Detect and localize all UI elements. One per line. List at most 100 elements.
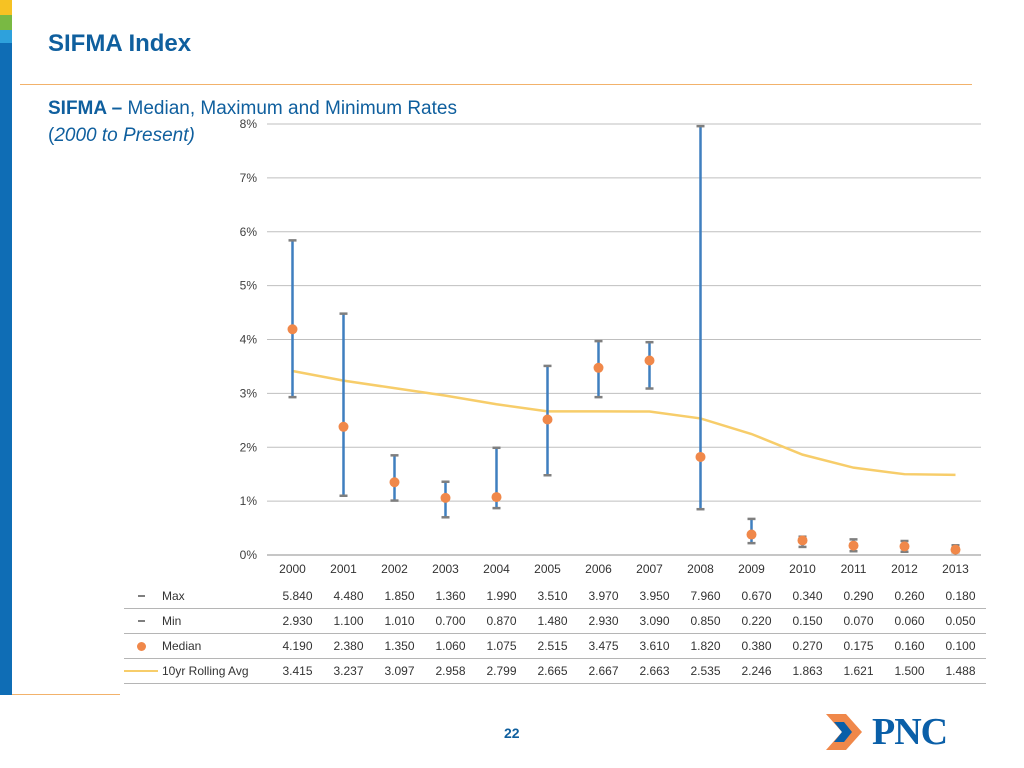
- pnc-logo-icon: [826, 714, 862, 750]
- table-cell: 2.665: [527, 658, 578, 684]
- footer-rule: [12, 694, 120, 695]
- x-tick-label: 2011: [841, 562, 867, 576]
- table-cell: 3.950: [629, 584, 680, 609]
- table-cell: 1.863: [782, 658, 833, 684]
- table-row: Median 4.190 2.380 1.350 1.060 1.075 2.515 3.47…: [124, 633, 986, 659]
- x-tick-label: 2004: [483, 562, 510, 576]
- table-row-label: Median: [124, 633, 272, 659]
- table-cell: 4.190: [272, 633, 323, 659]
- table-cell: 1.060: [425, 633, 476, 659]
- page-number: 22: [504, 725, 520, 741]
- y-tick-label: 2%: [240, 440, 258, 454]
- table-cell: 0.180: [935, 584, 986, 609]
- table-cell: 5.840: [272, 584, 323, 609]
- median-point: [746, 529, 757, 540]
- y-tick-label: 8%: [240, 117, 258, 131]
- table-cell: 1.990: [476, 584, 527, 609]
- y-tick-label: 5%: [240, 279, 258, 293]
- pnc-logo: PNC: [822, 710, 948, 754]
- table-cell: 0.100: [935, 633, 986, 659]
- y-tick-label: 4%: [240, 333, 258, 347]
- subtitle-rest: Median, Maximum and Minimum Rates: [122, 98, 457, 119]
- x-tick-label: 2009: [738, 562, 765, 576]
- median-point: [440, 492, 451, 503]
- table-cell: 1.350: [374, 633, 425, 659]
- chart-subtitle: SIFMA – Median, Maximum and Minimum Rate…: [48, 95, 457, 149]
- median-point: [899, 541, 910, 552]
- chart-data-table: Max 5.840 4.480 1.850 1.360 1.990 3.510 3.970 3.…: [124, 584, 986, 684]
- table-row-label: Min: [124, 608, 272, 634]
- table-row: 10yr Rolling Avg 3.415 3.237 3.097 2.958 2.79…: [124, 658, 986, 684]
- median-point: [338, 421, 349, 432]
- table-cell: 1.100: [323, 608, 374, 634]
- table-cell: 0.270: [782, 633, 833, 659]
- table-cell: 0.850: [680, 608, 731, 634]
- x-tick-label: 2005: [534, 562, 561, 576]
- table-cell: 4.480: [323, 584, 374, 609]
- median-point: [491, 492, 502, 503]
- page-title: SIFMA Index: [48, 30, 192, 57]
- table-cell: 2.667: [578, 658, 629, 684]
- table-cell: 0.150: [782, 608, 833, 634]
- x-tick-label: 2010: [789, 562, 816, 576]
- table-cell: 0.175: [833, 633, 884, 659]
- y-tick-label: 7%: [240, 171, 258, 185]
- legend-symbol: [124, 665, 158, 677]
- median-point: [389, 477, 400, 488]
- sidebar-blue-chip: [0, 30, 12, 43]
- series-name: 10yr Rolling Avg: [162, 664, 249, 678]
- title-divider: [20, 84, 972, 85]
- median-point: [950, 544, 961, 555]
- table-cell: 1.500: [884, 658, 935, 684]
- table-cell: 0.060: [884, 608, 935, 634]
- x-tick-label: 2006: [585, 562, 612, 576]
- x-tick-label: 2007: [636, 562, 663, 576]
- y-tick-label: 3%: [240, 386, 258, 400]
- median-point: [848, 540, 859, 551]
- table-row: Max 5.840 4.480 1.850 1.360 1.990 3.510 3.970 3.…: [124, 584, 986, 609]
- series-name: Min: [162, 614, 182, 628]
- sidebar-accent-bar: [0, 0, 12, 695]
- median-point: [797, 535, 808, 546]
- rolling-avg-line: [292, 369, 956, 477]
- table-cell: 3.510: [527, 584, 578, 609]
- table-row-label: 10yr Rolling Avg: [124, 658, 272, 684]
- table-cell: 0.870: [476, 608, 527, 634]
- table-cell: 0.380: [731, 633, 782, 659]
- series-name: Max: [162, 589, 185, 603]
- table-cell: 1.360: [425, 584, 476, 609]
- table-cell: 1.010: [374, 608, 425, 634]
- table-cell: 2.515: [527, 633, 578, 659]
- x-tick-label: 2001: [330, 562, 357, 576]
- median-point: [542, 414, 553, 425]
- x-tick-label: 2000: [279, 562, 306, 576]
- series-name: Median: [162, 639, 202, 653]
- pnc-logo-text: PNC: [872, 711, 948, 753]
- y-tick-label: 1%: [240, 494, 258, 508]
- table-cell: 2.380: [323, 633, 374, 659]
- table-cell: 3.475: [578, 633, 629, 659]
- median-point: [287, 324, 298, 335]
- table-cell: 0.050: [935, 608, 986, 634]
- table-cell: 0.260: [884, 584, 935, 609]
- table-cell: 1.075: [476, 633, 527, 659]
- legend-symbol: [124, 640, 158, 652]
- y-tick-label: 0%: [240, 548, 258, 562]
- median-point: [593, 362, 604, 373]
- sidebar-yellow-chip: [0, 0, 12, 15]
- table-cell: 2.663: [629, 658, 680, 684]
- sidebar-green-chip: [0, 15, 12, 30]
- x-tick-label: 2013: [942, 562, 969, 576]
- table-cell: 0.220: [731, 608, 782, 634]
- table-cell: 2.930: [272, 608, 323, 634]
- table-cell: 0.160: [884, 633, 935, 659]
- table-cell: 1.621: [833, 658, 884, 684]
- x-tick-label: 2012: [891, 562, 918, 576]
- table-cell: 0.700: [425, 608, 476, 634]
- table-cell: 0.340: [782, 584, 833, 609]
- table-cell: 2.930: [578, 608, 629, 634]
- table-cell: 2.535: [680, 658, 731, 684]
- table-cell: 3.610: [629, 633, 680, 659]
- table-cell: 0.070: [833, 608, 884, 634]
